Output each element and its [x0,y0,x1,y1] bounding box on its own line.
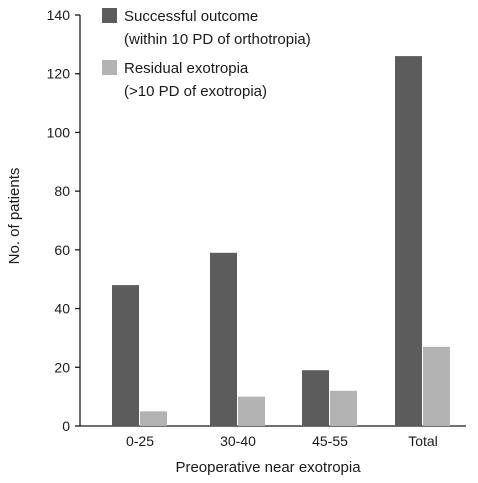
x-tick-label: 30-40 [220,433,256,449]
bars [112,56,450,426]
legend-swatch-residual [102,60,117,75]
y-tick-label: 40 [54,301,70,317]
y-tick-label: 80 [54,183,70,199]
y-axis-title: No. of patients [6,168,23,265]
bar-residual-30-40 [238,396,265,426]
y-tick-label: 0 [62,418,70,434]
legend-sublabel: (within 10 PD of orthotropia) [124,31,311,48]
y-tick-label: 20 [54,359,70,375]
x-axis-title: Preoperative near exotropia [175,459,361,476]
bar-successful-Total [395,56,422,426]
legend-label: Successful outcome [124,8,258,25]
y-tick-label: 100 [47,124,71,140]
bar-successful-45-55 [302,370,329,426]
y-tick-label: 60 [54,242,70,258]
x-tick-label: Total [408,433,438,449]
bar-successful-0-25 [112,285,139,426]
legend-swatch-successful [102,8,117,23]
bar-residual-0-25 [140,411,167,426]
legend-sublabel: (>10 PD of exotropia) [124,83,267,100]
legend-label: Residual exotropia [124,60,249,77]
legend: Successful outcome (within 10 PD of ortho… [102,8,311,100]
y-tick-label: 140 [47,7,71,23]
y-tick-label: 120 [47,66,71,82]
y-ticks: 0 20 40 60 80 100 120 140 [47,7,80,434]
bar-residual-45-55 [330,390,357,426]
x-ticks: 0-25 30-40 45-55 Total [126,433,438,449]
bar-successful-30-40 [210,252,237,426]
x-tick-label: 0-25 [126,433,154,449]
bar-residual-Total [423,346,450,426]
x-tick-label: 45-55 [312,433,348,449]
